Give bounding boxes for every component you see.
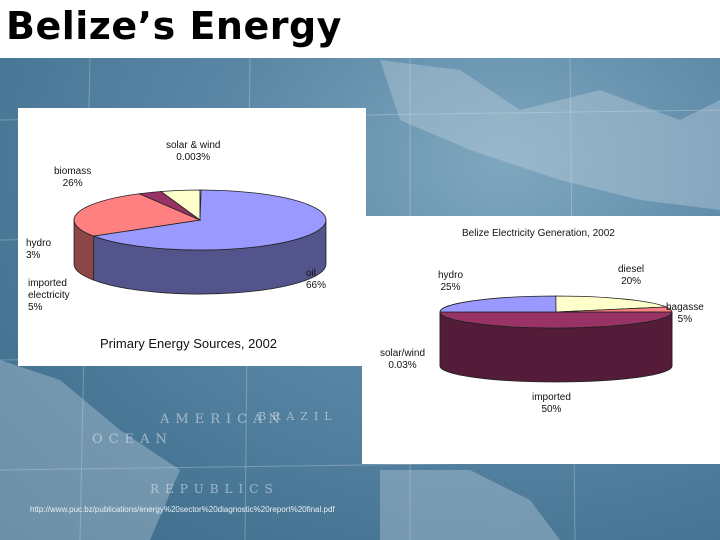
slice-label-imported-name: imported (532, 392, 571, 403)
slice-label-imported: imported 50% (532, 392, 571, 416)
slice-label-hydro-name: hydro (438, 270, 464, 281)
chart-title: Belize Electricity Generation, 2002 (462, 228, 615, 239)
slice-label-solar-wind: solar/wind 0.03% (380, 348, 425, 372)
slice-label-imported-value: 50% (541, 404, 562, 415)
slice-label-solar-wind-value: 0.003% (176, 152, 211, 163)
slice-label-diesel-value: 20% (621, 276, 642, 287)
map-label-ocean: OCEAN (92, 432, 173, 447)
slice-label-hydro: hydro 3% (26, 238, 51, 262)
slice-label-hydro: hydro 25% (438, 270, 463, 294)
slice-label-oil: oil 66% (306, 268, 326, 292)
slice-label-imported-electricity: imported electricity 5% (28, 278, 84, 314)
slice-label-hydro-value: 25% (440, 282, 461, 293)
slice-label-imported-electricity-name: imported electricity (28, 278, 70, 301)
pie-slice-solar-wind (199, 189, 202, 221)
slice-label-solar-wind-name: solar/wind (380, 348, 426, 359)
slice-label-hydro-value: 3% (26, 250, 41, 261)
title-bar: Belize’s Energy (0, 0, 720, 58)
pie-slice-oil (92, 189, 327, 251)
slice-label-bagasse: bagasse 5% (666, 302, 704, 326)
slice-label-bagasse-name: bagasse (666, 302, 704, 313)
chart-title: Primary Energy Sources, 2002 (100, 336, 278, 351)
map-label-brazil: BRAZIL (258, 410, 338, 423)
slice-label-biomass-name: biomass (54, 166, 92, 177)
slice-label-oil-name: oil (306, 268, 317, 279)
slice-label-biomass-value: 26% (62, 178, 83, 189)
slice-label-diesel: diesel 20% (618, 264, 644, 288)
map-label-american: AMERICAN (160, 412, 286, 427)
slice-label-hydro-name: hydro (26, 238, 52, 249)
primary-energy-chart-panel: solar & wind 0.003% biomass 26% hydro 3%… (18, 108, 366, 366)
slice-label-diesel-name: diesel (618, 264, 645, 275)
pie-slice-hydro (439, 295, 557, 313)
slice-label-solar-wind-value: 0.03% (388, 360, 417, 371)
slice-label-biomass: biomass 26% (54, 166, 91, 190)
source-link[interactable]: http://www.puc.bz/publications/energy%20… (30, 505, 335, 514)
slice-label-bagasse-value: 5% (677, 314, 693, 325)
slice-label-solar-wind-name: solar & wind (166, 140, 221, 151)
slice-label-oil-value: 66% (306, 280, 327, 291)
slice-label-imported-electricity-value: 5% (28, 302, 43, 313)
slice-label-solar-wind: solar & wind 0.003% (166, 140, 220, 164)
slide-title: Belize’s Energy (6, 4, 342, 48)
map-label-republics: REPUBLICS (150, 482, 279, 496)
pie-slice-biomass (73, 193, 202, 237)
primary-energy-pie-chart (73, 189, 327, 295)
pie-slice-imported (439, 311, 673, 329)
electricity-generation-chart-panel: Belize Electricity Generation, 2002 hydr… (362, 216, 720, 464)
electricity-generation-pie-chart (439, 295, 673, 383)
